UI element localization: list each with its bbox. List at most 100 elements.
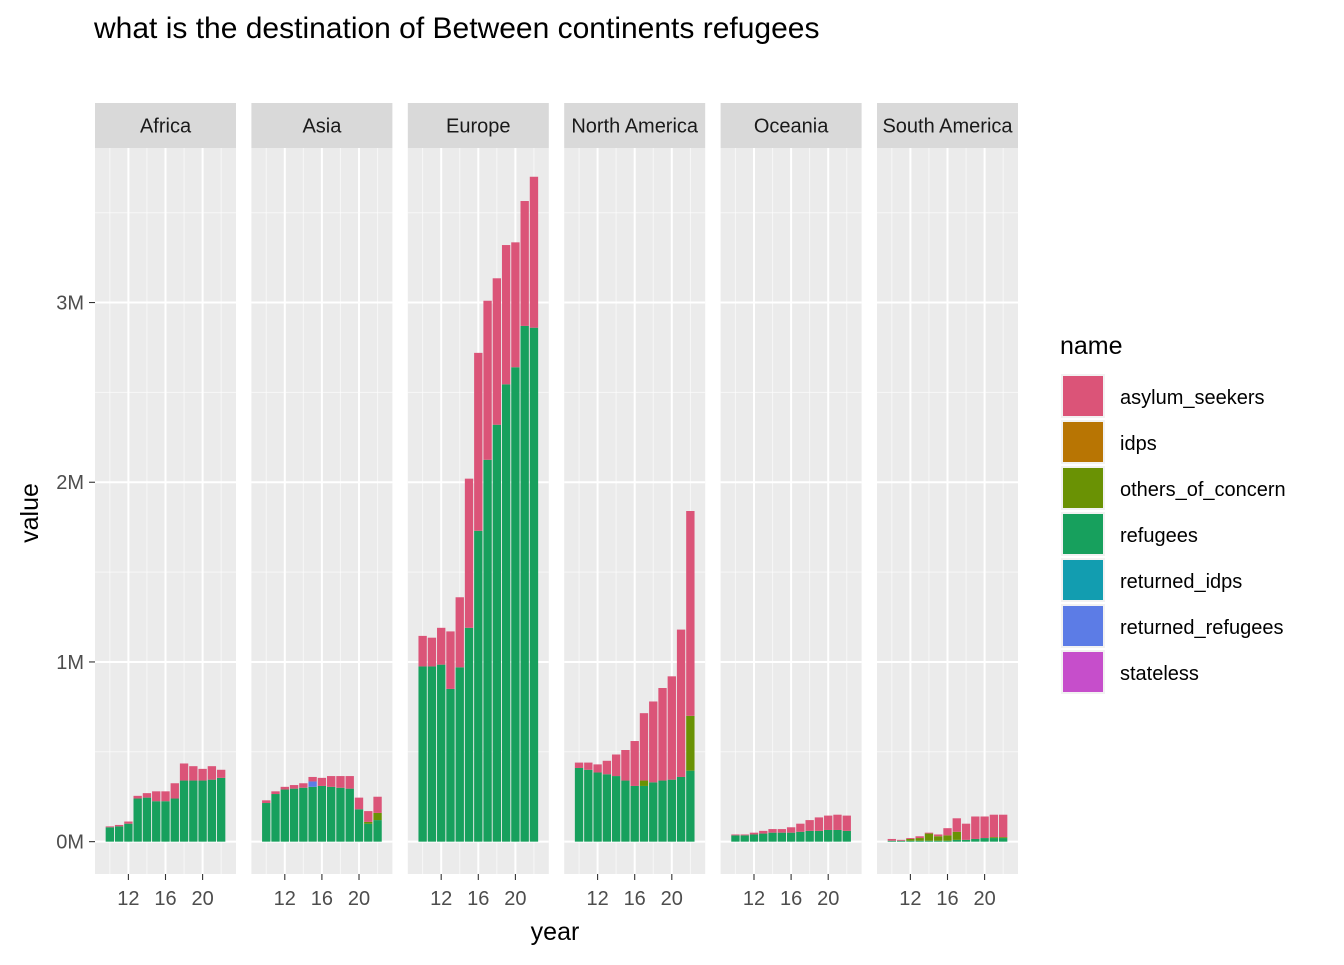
bar-oceania-asylum-seekers-11 xyxy=(740,834,749,836)
bar-asia-refugees-14 xyxy=(299,787,308,842)
bar-north-america-refugees-13 xyxy=(602,774,612,842)
bar-africa-asylum-seekers-11 xyxy=(114,824,124,827)
facet-asia: Asia 12 16 20 xyxy=(251,103,393,910)
bar-europe-refugees-12 xyxy=(437,664,446,842)
y-tick-label: 3M xyxy=(56,293,84,315)
bar-oceania-asylum-seekers-17 xyxy=(796,823,805,832)
bar-north-america-refugees-12 xyxy=(593,772,602,842)
bar-north-america-asylum-seekers-11 xyxy=(584,762,593,770)
facet-strip-label: North America xyxy=(571,116,699,138)
legend-swatch-others-of-concern xyxy=(1063,468,1103,508)
bar-oceania-asylum-seekers-16 xyxy=(786,827,796,833)
bar-asia-asylum-seekers-18 xyxy=(336,776,345,788)
bar-africa-refugees-10 xyxy=(105,827,115,842)
bar-africa-asylum-seekers-14 xyxy=(142,793,152,798)
bar-africa-refugees-20 xyxy=(198,780,207,842)
legend-label: refugees xyxy=(1120,525,1198,547)
bar-south-america-others-of-concern-21 xyxy=(989,837,999,839)
bar-europe-asylum-seekers-11 xyxy=(427,637,437,667)
bar-asia-asylum-seekers-13 xyxy=(289,785,299,789)
bar-africa-asylum-seekers-20 xyxy=(198,768,207,781)
facet-strip xyxy=(720,103,862,148)
bar-asia-refugees-19 xyxy=(345,788,354,842)
legend-swatch-idps xyxy=(1063,422,1103,462)
bar-north-america-asylum-seekers-21 xyxy=(676,629,686,777)
bar-africa-refugees-14 xyxy=(142,797,152,842)
bar-north-america-asylum-seekers-12 xyxy=(593,764,602,773)
bar-europe-refugees-13 xyxy=(446,688,455,842)
bar-oceania-asylum-seekers-13 xyxy=(759,830,768,834)
bar-africa-refugees-17 xyxy=(170,798,179,842)
bar-asia-asylum-seekers-11 xyxy=(271,791,280,795)
x-tick-label: 12 xyxy=(430,888,452,910)
bar-europe-refugees-11 xyxy=(427,666,437,842)
bar-south-america-asylum-seekers-11 xyxy=(896,839,906,841)
bar-south-america-others-of-concern-17 xyxy=(952,831,961,840)
bar-north-america-refugees-18 xyxy=(649,782,658,842)
bar-south-america-refugees-11 xyxy=(896,840,906,842)
bar-asia-asylum-seekers-19 xyxy=(345,776,354,789)
bar-south-america-asylum-seekers-18 xyxy=(961,823,971,840)
bar-north-america-asylum-seekers-10 xyxy=(574,762,584,768)
bar-europe-asylum-seekers-10 xyxy=(418,635,427,667)
bar-europe-refugees-14 xyxy=(455,667,464,842)
y-tick-label: 2M xyxy=(56,472,84,494)
bar-north-america-asylum-seekers-22 xyxy=(686,511,695,716)
facet-europe: Europe 12 16 20 xyxy=(407,103,549,910)
bar-south-america-asylum-seekers-14 xyxy=(924,832,934,834)
bar-south-america-asylum-seekers-19 xyxy=(971,816,980,839)
bar-oceania-refugees-17 xyxy=(796,831,805,842)
facet-strip-label: Africa xyxy=(140,116,192,138)
bar-north-america-asylum-seekers-13 xyxy=(602,760,612,775)
x-tick-label: 20 xyxy=(504,888,526,910)
bar-south-america-refugees-19 xyxy=(971,838,980,842)
x-tick-label: 12 xyxy=(743,888,765,910)
bar-asia-refugees-18 xyxy=(336,787,345,842)
bar-south-america-asylum-seekers-15 xyxy=(934,834,943,837)
bar-south-america-refugees-14 xyxy=(924,840,934,842)
x-axis-label: year xyxy=(531,918,580,946)
bar-south-america-refugees-12 xyxy=(906,840,915,842)
bar-oceania-refugees-15 xyxy=(777,832,786,842)
x-tick-label: 12 xyxy=(899,888,921,910)
facet-strip-label: South America xyxy=(882,116,1013,138)
bar-europe-refugees-21 xyxy=(520,325,529,842)
bar-south-america-refugees-16 xyxy=(943,840,952,842)
bar-south-america-others-of-concern-14 xyxy=(924,833,934,841)
bar-africa-asylum-seekers-10 xyxy=(105,826,115,828)
legend-label: asylum_seekers xyxy=(1120,387,1265,409)
bar-north-america-refugees-22 xyxy=(686,770,695,842)
bar-north-america-asylum-seekers-15 xyxy=(621,750,630,781)
bar-north-america-refugees-14 xyxy=(611,776,621,842)
bar-oceania-refugees-19 xyxy=(814,830,824,842)
x-tick-label: 12 xyxy=(117,888,139,910)
bar-europe-asylum-seekers-16 xyxy=(474,352,483,531)
bar-north-america-refugees-21 xyxy=(676,776,686,842)
bar-europe-refugees-22 xyxy=(529,327,539,842)
bar-oceania-refugees-22 xyxy=(842,830,851,842)
bar-south-america-refugees-22 xyxy=(998,838,1008,842)
bar-oceania-refugees-11 xyxy=(740,835,749,842)
bar-africa-asylum-seekers-17 xyxy=(170,783,179,799)
facet-strip xyxy=(95,103,236,148)
bar-north-america-others-of-concern-17 xyxy=(639,780,649,786)
bar-oceania-refugees-21 xyxy=(833,829,842,842)
bar-asia-refugees-21 xyxy=(364,823,373,842)
bar-asia-returned-refugees-15 xyxy=(308,781,317,787)
y-axis: 0M 1M 2M 3M xyxy=(56,293,95,854)
bar-africa-asylum-seekers-16 xyxy=(161,791,170,802)
bar-europe-refugees-10 xyxy=(418,666,427,842)
facet-strip xyxy=(877,103,1018,148)
bar-oceania-asylum-seekers-20 xyxy=(824,815,833,830)
chart-title: what is the destination of Between conti… xyxy=(93,12,819,45)
bar-europe-asylum-seekers-20 xyxy=(511,242,520,368)
bar-africa-refugees-22 xyxy=(216,777,226,842)
facet-south-america: South America 12 16 20 xyxy=(877,103,1018,910)
bar-asia-asylum-seekers-20 xyxy=(354,797,364,810)
bar-asia-asylum-seekers-22 xyxy=(373,796,382,813)
facet-strip xyxy=(407,103,549,148)
